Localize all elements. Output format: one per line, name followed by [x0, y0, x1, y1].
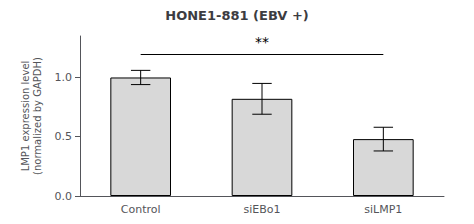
svg-text:siEBo1: siEBo1	[243, 203, 280, 216]
svg-text:HONE1-881 (EBV +): HONE1-881 (EBV +)	[165, 8, 308, 23]
svg-text:0.0: 0.0	[55, 190, 73, 203]
svg-text:1.0: 1.0	[55, 71, 73, 84]
svg-text:siLMP1: siLMP1	[364, 203, 402, 216]
svg-text:LMP1 expression level: LMP1 expression level	[20, 61, 31, 172]
svg-text:(normalized by GAPDH): (normalized by GAPDH)	[32, 57, 43, 175]
svg-text:**: **	[255, 34, 269, 50]
svg-text:Control: Control	[121, 203, 161, 216]
svg-text:0.5: 0.5	[55, 130, 73, 143]
